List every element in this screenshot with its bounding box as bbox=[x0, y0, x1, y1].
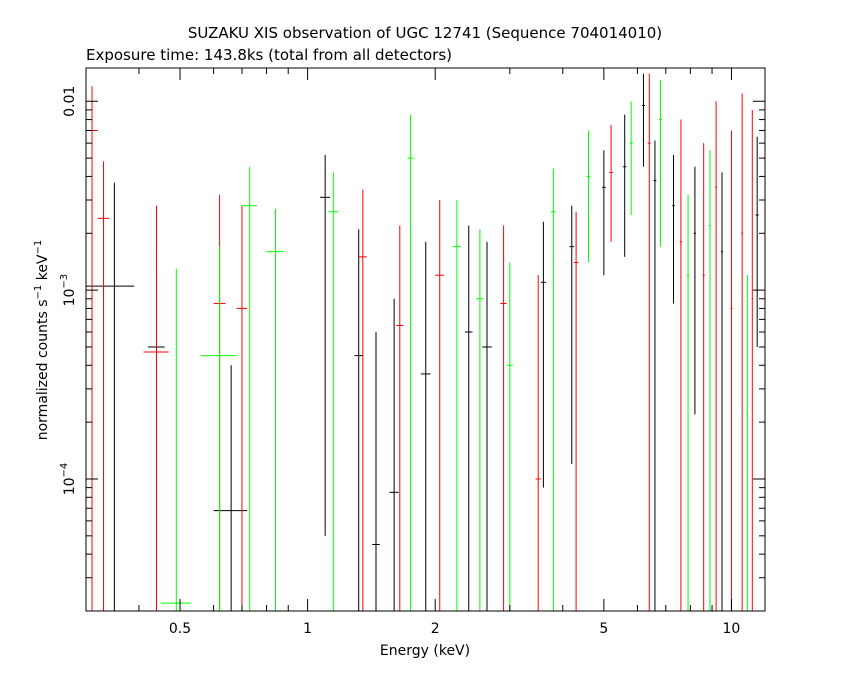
x-tick-label: 10 bbox=[723, 621, 741, 637]
data-point bbox=[97, 161, 110, 611]
x-tick-label: 1 bbox=[303, 621, 312, 637]
data-point bbox=[679, 119, 683, 611]
y-tick-label-exp: −3 bbox=[59, 274, 70, 289]
data-point bbox=[354, 229, 363, 611]
data-point bbox=[653, 140, 657, 611]
y-tick-label: 10−3 bbox=[59, 274, 78, 307]
y-tick-label-exp: −4 bbox=[59, 463, 70, 478]
data-point bbox=[672, 154, 675, 304]
y-axis-label-unit: keV bbox=[35, 254, 51, 285]
data-point bbox=[540, 221, 546, 488]
data-point bbox=[482, 241, 492, 611]
x-tick-label: 0.5 bbox=[169, 621, 191, 637]
data-point bbox=[86, 182, 135, 611]
data-point bbox=[629, 101, 633, 215]
x-axis-label: Energy (keV) bbox=[380, 643, 470, 659]
data-point bbox=[721, 172, 723, 611]
data-point bbox=[708, 150, 712, 611]
data-point bbox=[586, 130, 591, 263]
data-point bbox=[623, 114, 627, 257]
y-tick-label: 0.01 bbox=[62, 86, 78, 117]
data-point bbox=[396, 225, 404, 611]
series-layer bbox=[86, 73, 759, 611]
data-point bbox=[143, 205, 169, 611]
data-point bbox=[200, 246, 237, 611]
y-axis-label-exp1: −1 bbox=[33, 285, 44, 300]
data-point bbox=[730, 130, 733, 611]
data-point bbox=[702, 143, 705, 611]
data-point bbox=[609, 124, 613, 242]
data-point bbox=[647, 73, 651, 611]
series-1 bbox=[86, 73, 754, 611]
data-point bbox=[741, 93, 744, 611]
y-tick-label-base: 10 bbox=[62, 289, 78, 307]
data-point bbox=[266, 208, 285, 611]
data-point bbox=[573, 211, 579, 611]
data-point bbox=[569, 205, 574, 465]
data-point bbox=[452, 200, 461, 611]
data-point bbox=[755, 136, 759, 347]
data-point bbox=[476, 229, 484, 611]
data-point bbox=[389, 298, 399, 611]
data-point bbox=[500, 225, 507, 611]
series-0 bbox=[86, 73, 759, 611]
chart-subtitle: Exposure time: 143.8ks (total from all d… bbox=[86, 46, 452, 64]
y-axis-label: normalized counts s−1 keV−1 bbox=[33, 240, 51, 441]
data-point bbox=[464, 225, 473, 611]
x-tick-label: 5 bbox=[599, 621, 608, 637]
data-point bbox=[407, 114, 414, 611]
y-axis-label-exp2: −1 bbox=[33, 240, 44, 255]
data-point bbox=[420, 241, 431, 611]
chart-title: SUZAKU XIS observation of UGC 12741 (Seq… bbox=[188, 24, 662, 42]
y-tick-label: 10−4 bbox=[59, 463, 78, 496]
data-point bbox=[641, 73, 645, 167]
data-point bbox=[372, 332, 380, 611]
data-point bbox=[506, 262, 513, 611]
x-tick-label: 2 bbox=[431, 621, 440, 637]
plot-frame bbox=[85, 67, 766, 612]
y-axis-label-main: normalized counts s bbox=[35, 299, 51, 440]
y-tick-label-base: 10 bbox=[62, 477, 78, 495]
data-point bbox=[602, 150, 606, 276]
data-point bbox=[550, 168, 556, 611]
data-point bbox=[751, 109, 754, 611]
series-2 bbox=[160, 79, 749, 611]
data-point bbox=[535, 275, 541, 611]
data-point bbox=[693, 166, 697, 415]
data-point bbox=[160, 268, 191, 611]
data-point bbox=[236, 205, 248, 611]
data-point bbox=[320, 154, 331, 536]
data-point bbox=[358, 189, 367, 611]
data-point bbox=[686, 194, 690, 611]
data-point bbox=[746, 275, 749, 611]
data-point bbox=[241, 166, 258, 611]
data-point bbox=[328, 172, 339, 611]
data-point bbox=[715, 101, 718, 611]
data-point bbox=[86, 86, 98, 611]
data-point bbox=[659, 79, 662, 247]
data-point bbox=[435, 200, 445, 611]
